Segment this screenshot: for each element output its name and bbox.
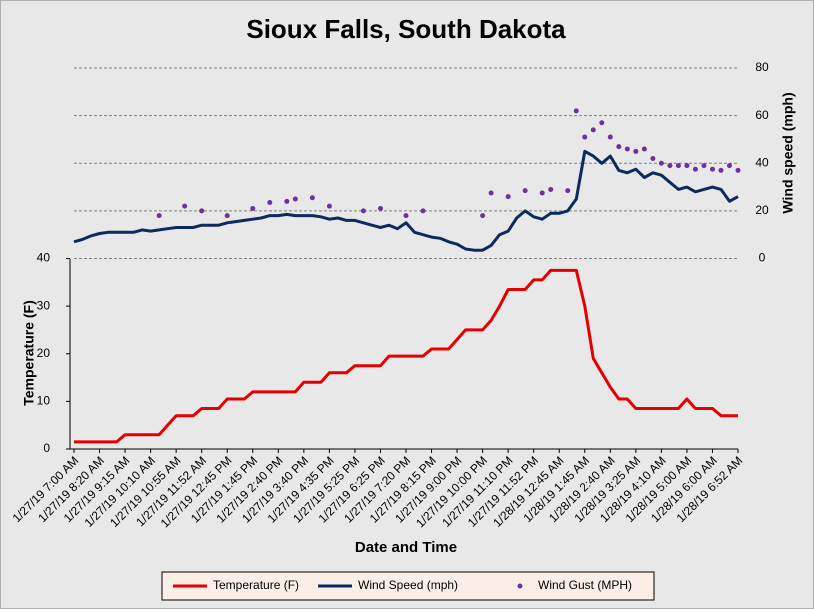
y-axis-title: Temperature (F) [21, 300, 37, 406]
gust-point [641, 146, 647, 152]
gust-point [309, 195, 315, 201]
gust-point [709, 166, 715, 172]
gust-point [616, 144, 622, 150]
gust-point [718, 167, 724, 173]
gust-point [590, 127, 596, 133]
y2-tick-label: 20 [755, 203, 769, 217]
y-tick-label: 0 [43, 441, 50, 455]
gust-point [182, 203, 188, 209]
gust-point [701, 163, 707, 169]
gust-point [565, 188, 571, 194]
gust-point [250, 205, 256, 211]
gust-point [539, 190, 545, 196]
gust-point [522, 188, 528, 194]
gust-point [650, 155, 656, 161]
gust-point [267, 200, 273, 206]
y2-tick-label: 60 [755, 108, 769, 122]
gust-point [360, 208, 366, 214]
legend-label: Wind Gust (MPH) [538, 578, 632, 592]
y-tick-label: 40 [37, 251, 51, 265]
gust-point [284, 198, 290, 204]
gust-point [199, 208, 205, 214]
gust-point [377, 205, 383, 211]
gust-point [735, 167, 741, 173]
y2-tick-label: 0 [759, 251, 766, 265]
gust-point [573, 108, 579, 114]
gust-point [633, 148, 639, 154]
gust-point [505, 194, 511, 200]
series-line [74, 268, 738, 444]
gust-point [224, 213, 230, 219]
gust-point [403, 213, 409, 219]
gust-point [607, 134, 613, 140]
y-tick-label: 20 [37, 346, 51, 360]
y2-axis-title: Wind speed (mph) [780, 92, 796, 213]
gust-point [156, 213, 162, 219]
gust-point [692, 166, 698, 172]
series-line [73, 149, 739, 252]
gust-point [684, 163, 690, 169]
legend-marker [517, 583, 523, 589]
gust-point [548, 186, 554, 192]
gust-point [599, 120, 605, 126]
gust-point [726, 163, 732, 169]
x-axis-title: Date and Time [355, 539, 457, 556]
gust-point [675, 163, 681, 169]
chart-title: Sioux Falls, South Dakota [246, 14, 566, 44]
gust-point [658, 160, 664, 166]
legend [161, 571, 655, 601]
y-tick-label: 10 [37, 394, 51, 408]
gust-point [480, 213, 486, 219]
legend-label: Temperature (F) [213, 578, 299, 592]
gust-point [667, 163, 673, 169]
y-tick-label: 30 [37, 298, 51, 312]
gust-point [488, 190, 494, 196]
gust-point [582, 134, 588, 140]
gust-point [624, 146, 630, 152]
y2-tick-label: 80 [755, 60, 769, 74]
legend-label: Wind Speed (mph) [358, 578, 458, 592]
gust-point [326, 203, 332, 209]
gust-point [292, 196, 298, 202]
y2-tick-label: 40 [755, 155, 769, 169]
gust-point [420, 208, 426, 214]
